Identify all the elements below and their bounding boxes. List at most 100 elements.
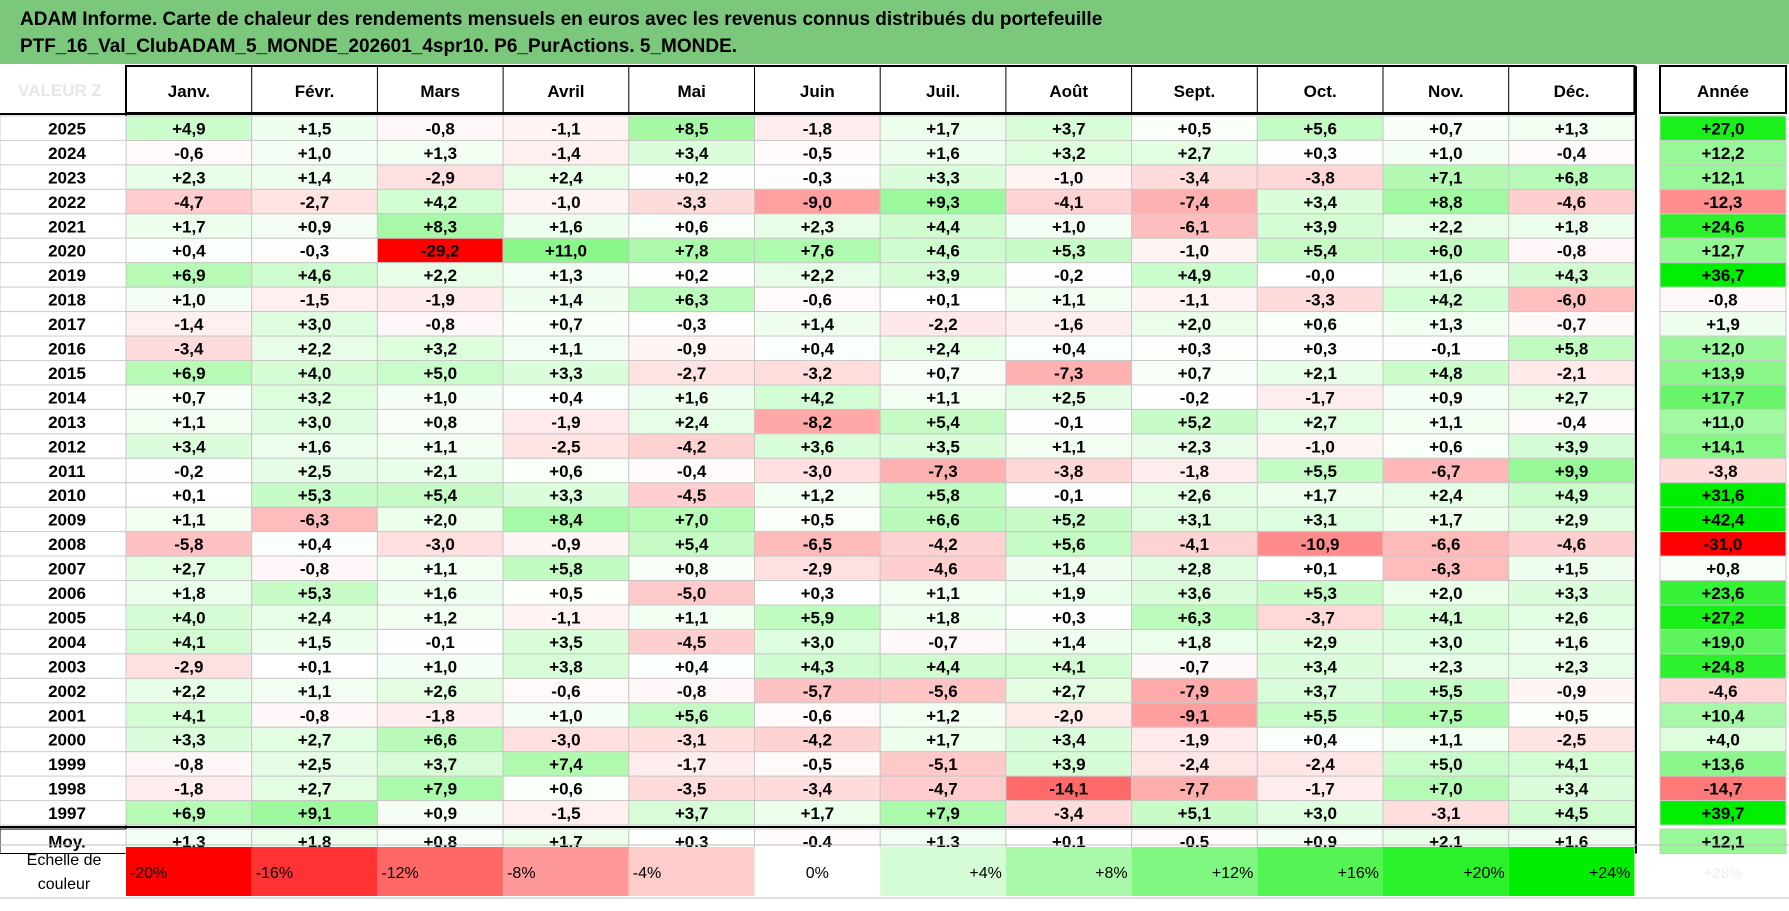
heatmap-cell: [1256, 653, 1384, 679]
heatmap-cell: [879, 384, 1007, 410]
heatmap-cell: [628, 457, 755, 484]
avg-label: Moy.: [48, 833, 85, 852]
heatmap-value: +9,3: [926, 193, 960, 212]
heatmap-value: +5,0: [423, 364, 457, 383]
avg-annual-value: +12,1: [1701, 833, 1744, 852]
heatmap-value: -4,7: [928, 780, 957, 799]
heatmap-value: -1,8: [426, 706, 455, 725]
heatmap-value: +1,1: [298, 682, 332, 701]
heatmap-value: +3,6: [1178, 584, 1212, 603]
heatmap-value: +6,8: [1555, 168, 1589, 187]
avg-value: -0,5: [1180, 833, 1209, 852]
heatmap-cell: [125, 188, 253, 215]
month-header: Mai: [677, 82, 705, 101]
heatmap-value: +3,4: [1303, 193, 1337, 212]
heatmap-cell: [754, 286, 881, 313]
heatmap-value: -0,9: [677, 340, 706, 359]
scale-value: -8%: [507, 865, 535, 882]
heatmap-value: +7,8: [675, 242, 709, 261]
heatmap-value: +4,0: [298, 364, 332, 383]
heatmap-cell: [502, 188, 630, 215]
scale-swatch: [754, 847, 881, 896]
avg-value: +1,8: [298, 833, 332, 852]
month-header: Janv.: [168, 82, 210, 101]
heatmap-value: +0,8: [675, 560, 709, 579]
heatmap-value: +4,9: [1555, 486, 1589, 505]
year-cell: [0, 726, 127, 753]
heatmap-cell: [1256, 775, 1384, 802]
heatmap-value: +7,9: [926, 804, 960, 823]
heatmap-value: +1,4: [1052, 560, 1086, 579]
heatmap-cell: [1256, 726, 1384, 753]
heatmap-value: +3,6: [801, 437, 835, 456]
heatmap-cell: [628, 775, 755, 802]
heatmap-cell: [1382, 286, 1510, 313]
year-cell: [0, 531, 127, 557]
heatmap-cell: [1005, 604, 1133, 630]
heatmap-cell: [376, 653, 504, 679]
heatmap-value: -2,7: [300, 193, 329, 212]
heatmap-cell: [125, 213, 253, 239]
heatmap-value: +1,7: [1303, 486, 1337, 505]
heatmap-cell: [251, 702, 378, 728]
heatmap-cell: [1005, 408, 1133, 435]
heatmap-value: +1,3: [1429, 315, 1463, 334]
heatmap-value: -1,0: [1180, 242, 1209, 261]
month-header: Avril: [547, 82, 584, 101]
annual-header: Année: [1697, 82, 1749, 101]
heatmap-cell: [125, 311, 253, 337]
heatmap-value: +2,3: [1555, 657, 1589, 676]
heatmap-value: -4,6: [1557, 193, 1586, 212]
heatmap-value: +2,4: [1429, 486, 1463, 505]
heatmap-cell: [1005, 384, 1133, 410]
heatmap-cell: [125, 139, 253, 166]
heatmap-cell: [1005, 628, 1133, 655]
heatmap-value: -4,1: [1180, 535, 1209, 554]
heatmap-cell: [251, 433, 378, 459]
heatmap-cell: [1256, 628, 1384, 655]
heatmap-cell: [1256, 262, 1384, 288]
scale-value: -4%: [633, 865, 661, 882]
heatmap-cell: [879, 702, 1007, 728]
heatmap-cell: [754, 751, 881, 777]
heatmap-value: -3,0: [551, 731, 580, 750]
heatmap-value: -1,1: [1180, 291, 1209, 310]
heatmap-value: +4,9: [1178, 266, 1212, 285]
heatmap-value: -7,7: [1180, 780, 1209, 799]
heatmap-cell: [1131, 164, 1258, 190]
annual-cell: [1659, 311, 1787, 337]
heatmap-value: +0,4: [298, 535, 332, 554]
heatmap-cell: [1256, 751, 1384, 777]
annual-value: +42,4: [1701, 511, 1745, 530]
heatmap-cell: [1005, 726, 1133, 753]
heatmap-cell: [1508, 457, 1635, 484]
heatmap-value: -1,6: [1054, 315, 1083, 334]
heatmap-value: +0,6: [549, 780, 583, 799]
heatmap-value: +0,6: [1303, 315, 1337, 334]
heatmap-value: -4,6: [928, 560, 957, 579]
heatmap-cell: [251, 213, 378, 239]
heatmap-value: +2,7: [1178, 144, 1212, 163]
heatmap-cell: [1131, 262, 1258, 288]
heatmap-value: +1,3: [549, 266, 583, 285]
heatmap-value: +0,6: [1429, 437, 1463, 456]
heatmap-value: -6,7: [1431, 462, 1460, 481]
annual-cell: [1659, 188, 1787, 215]
heatmap-cell: [376, 775, 504, 802]
heatmap-cell: [251, 677, 378, 704]
heatmap-value: +4,4: [926, 657, 960, 676]
heatmap-cell: [1508, 164, 1635, 190]
heatmap-cell: [1005, 335, 1133, 361]
year-cell: [0, 360, 127, 386]
heatmap-value: +2,6: [1178, 486, 1212, 505]
heatmap-cell: [502, 139, 630, 166]
heatmap-cell: [628, 262, 755, 288]
heatmap-value: +0,7: [926, 364, 960, 383]
heatmap-value: +2,5: [298, 462, 332, 481]
year-label: 2014: [48, 388, 86, 407]
heatmap-value: +0,2: [675, 168, 709, 187]
heatmap-value: +1,8: [1178, 633, 1212, 652]
heatmap-value: +1,4: [549, 291, 583, 310]
heatmap-cell: [628, 408, 755, 435]
heatmap-value: +1,4: [1052, 633, 1086, 652]
